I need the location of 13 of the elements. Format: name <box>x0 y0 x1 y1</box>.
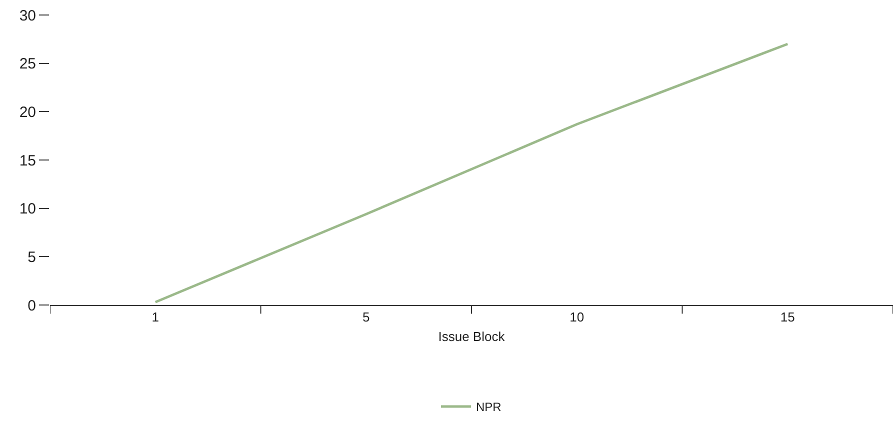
y-tick-label: 15 <box>19 152 36 170</box>
legend-label: NPR <box>476 400 502 414</box>
y-tick-label: 10 <box>19 200 36 218</box>
x-tick-label: 1 <box>152 310 159 325</box>
x-axis-title: Issue Block <box>438 329 506 344</box>
x-tick-label: 5 <box>362 310 370 325</box>
y-tick-label: 0 <box>28 297 36 314</box>
y-tick-label: 5 <box>28 248 36 266</box>
y-tick-label: 30 <box>19 7 36 24</box>
y-tick-label: 25 <box>19 56 36 73</box>
x-tick-label: 15 <box>780 310 795 325</box>
x-tick-label: 10 <box>570 310 584 325</box>
y-tick-label: 20 <box>19 104 36 121</box>
